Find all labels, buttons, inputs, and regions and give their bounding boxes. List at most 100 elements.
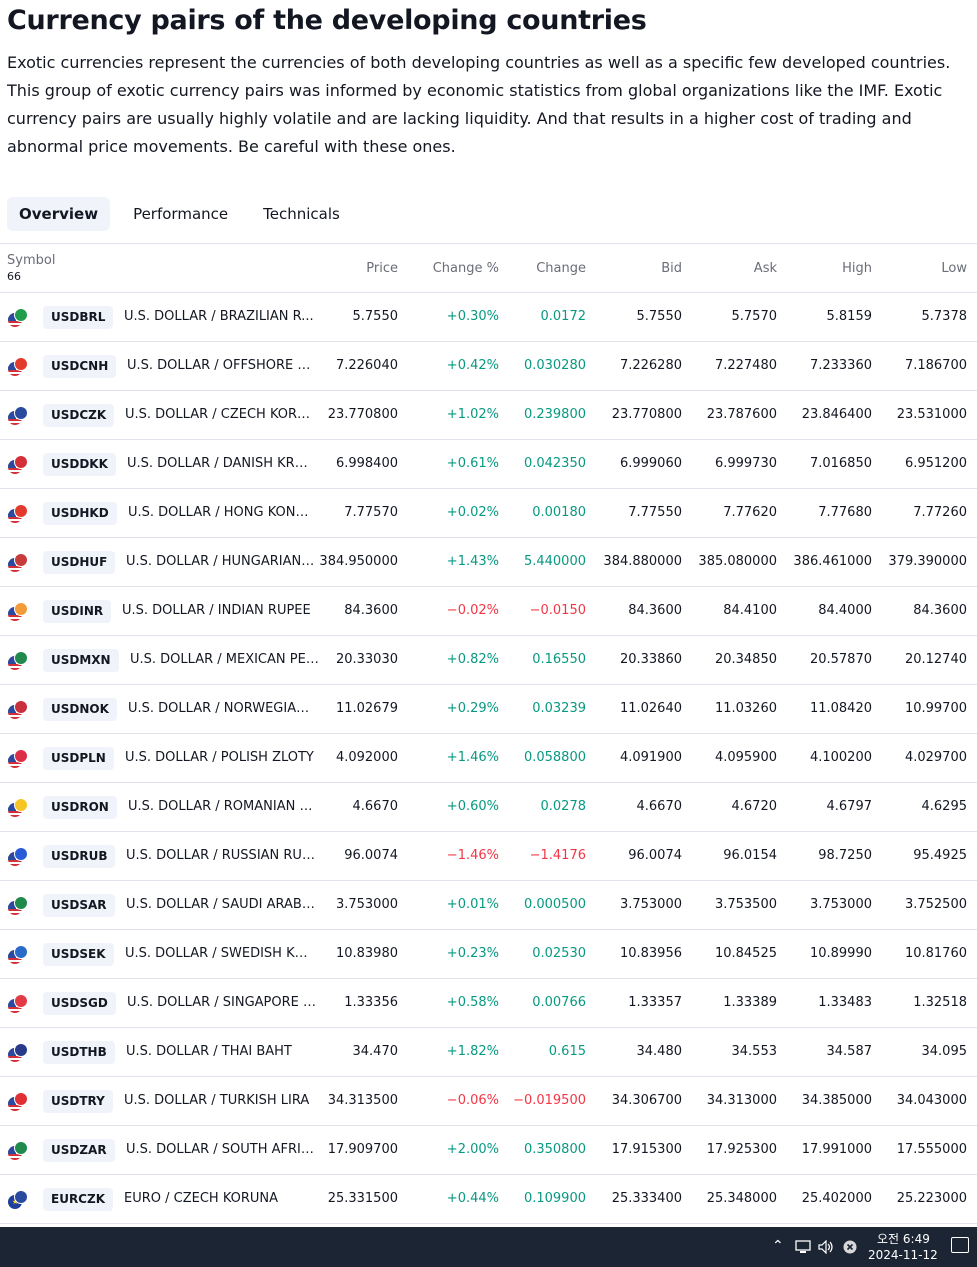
column-change-pct[interactable]: Change % [432,261,499,276]
symbol-ticker[interactable]: USDPLN [43,747,114,770]
cell-ask: 96.0154 [723,848,777,863]
cell-change-pct: +0.30% [446,309,499,324]
symbol-ticker[interactable]: USDRON [43,796,117,819]
cell-bid: 4.091900 [619,750,682,765]
table-row[interactable]: EURCZK EURO / CZECH KORUNA 25.331500 +0.44%… [0,1175,977,1224]
table-row[interactable]: USDTHB U.S. DOLLAR / THAI BAHT 34.470 +1.82… [0,1028,977,1077]
column-high[interactable]: High [842,261,872,276]
symbol-description[interactable]: U.S. DOLLAR / SOUTH AFRIC... [126,1142,316,1157]
symbol-ticker[interactable]: USDSGD [43,992,116,1015]
cell-high: 4.6797 [826,799,873,814]
cell-price: 4.6670 [352,799,399,814]
symbol-ticker[interactable]: USDZAR [43,1139,115,1162]
page-title: Currency pairs of the developing countri… [7,5,647,36]
close-circle-icon[interactable] [843,1240,857,1254]
symbol-ticker[interactable]: USDCNH [43,355,117,378]
symbol-ticker[interactable]: USDSEK [43,943,114,966]
currency-flag-icon [7,749,28,769]
table-row[interactable]: USDINR U.S. DOLLAR / INDIAN RUPEE 84.3600 −… [0,587,977,636]
column-ask[interactable]: Ask [753,261,777,276]
symbol-description[interactable]: U.S. DOLLAR / SINGAPORE D... [127,995,317,1010]
symbol-ticker[interactable]: EURCZK [43,1188,113,1211]
tab-technicals[interactable]: Technicals [263,205,340,223]
volume-icon[interactable] [818,1240,834,1254]
column-price[interactable]: Price [366,261,398,276]
cell-ask: 23.787600 [706,407,777,422]
cell-high: 1.33483 [818,995,872,1010]
cell-low: 379.390000 [888,554,967,569]
symbol-description[interactable]: U.S. DOLLAR / OFFSHORE C... [127,358,317,373]
table-row[interactable]: USDRON U.S. DOLLAR / ROMANIAN L... 4.6670 +… [0,783,977,832]
symbol-ticker[interactable]: USDBRL [43,306,114,329]
symbol-ticker[interactable]: USDRUB [43,845,116,868]
symbol-description[interactable]: U.S. DOLLAR / POLISH ZLOTY [125,750,314,765]
symbol-description[interactable]: U.S. DOLLAR / ROMANIAN L... [128,799,318,814]
tab-overview[interactable]: Overview [7,197,111,231]
symbol-description[interactable]: U.S. DOLLAR / HUNGARIAN ... [126,554,316,569]
symbol-description[interactable]: U.S. DOLLAR / HONG KONG ... [128,505,318,520]
tab-performance[interactable]: Performance [133,205,229,223]
symbol-ticker[interactable]: USDSAR [43,894,115,917]
symbol-description[interactable]: U.S. DOLLAR / NORWEGIAN ... [128,701,318,716]
cell-high: 7.77680 [818,505,872,520]
table-row[interactable]: USDSGD U.S. DOLLAR / SINGAPORE D... 1.3335… [0,979,977,1028]
symbol-description[interactable]: U.S. DOLLAR / TURKISH LIRA [124,1093,310,1108]
table-row[interactable]: USDHKD U.S. DOLLAR / HONG KONG ... 7.77570… [0,489,977,538]
symbol-ticker[interactable]: USDMXN [43,649,119,672]
cell-low: 10.99700 [904,701,967,716]
table-row[interactable]: USDZAR U.S. DOLLAR / SOUTH AFRIC... 17.909… [0,1126,977,1175]
symbol-ticker[interactable]: USDHKD [43,502,117,525]
table-header: Symbol 66 Price Change % Change Bid Ask … [0,244,977,293]
symbol-description[interactable]: U.S. DOLLAR / BRAZILIAN R... [124,309,314,324]
symbol-ticker[interactable]: USDDKK [43,453,116,476]
table-row[interactable]: USDCNH U.S. DOLLAR / OFFSHORE C... 7.22604… [0,342,977,391]
column-symbol[interactable]: Symbol [7,253,56,268]
cell-change-pct: −1.46% [446,848,499,863]
cell-bid: 10.83956 [619,946,682,961]
table-row[interactable]: USDBRL U.S. DOLLAR / BRAZILIAN R... 5.7550… [0,293,977,342]
table-row[interactable]: USDNOK U.S. DOLLAR / NORWEGIAN ... 11.0267… [0,685,977,734]
cell-high: 5.8159 [826,309,873,324]
cell-price: 3.753000 [335,897,398,912]
currency-flag-icon [7,994,28,1014]
cell-bid: 11.02640 [619,701,682,716]
symbol-description[interactable]: U.S. DOLLAR / SAUDI ARABI... [126,897,316,912]
table-row[interactable]: USDCZK U.S. DOLLAR / CZECH KORU... 23.7708… [0,391,977,440]
symbol-description[interactable]: U.S. DOLLAR / MEXICAN PESO [130,652,320,667]
symbol-ticker[interactable]: USDINR [43,600,112,623]
symbol-description[interactable]: EURO / CZECH KORUNA [124,1191,279,1206]
symbol-ticker[interactable]: USDCZK [43,404,115,427]
cell-change-pct: −0.06% [446,1093,499,1108]
cell-change-pct: −0.02% [446,603,499,618]
symbol-description[interactable]: U.S. DOLLAR / THAI BAHT [126,1044,292,1059]
clock-time[interactable]: 오전 6:49 [877,1232,930,1246]
column-bid[interactable]: Bid [661,261,682,276]
column-change[interactable]: Change [536,261,586,276]
table-row[interactable]: USDDKK U.S. DOLLAR / DANISH KRONE 6.998400… [0,440,977,489]
symbol-description[interactable]: U.S. DOLLAR / INDIAN RUPEE [122,603,311,618]
cell-price: 23.770800 [327,407,398,422]
table-row[interactable]: USDPLN U.S. DOLLAR / POLISH ZLOTY 4.092000… [0,734,977,783]
currency-flag-icon [7,357,28,377]
symbol-ticker[interactable]: USDHUF [43,551,116,574]
clock-date[interactable]: 2024-11-12 [868,1248,938,1262]
symbol-description[interactable]: U.S. DOLLAR / CZECH KORU... [125,407,315,422]
network-icon[interactable] [795,1240,811,1254]
table-row[interactable]: USDMXN U.S. DOLLAR / MEXICAN PESO 20.33030… [0,636,977,685]
symbol-description[interactable]: U.S. DOLLAR / DANISH KRONE [127,456,317,471]
symbol-ticker[interactable]: USDNOK [43,698,117,721]
table-row[interactable]: USDSAR U.S. DOLLAR / SAUDI ARABI... 3.7530… [0,881,977,930]
table-row[interactable]: USDTRY U.S. DOLLAR / TURKISH LIRA 34.31350… [0,1077,977,1126]
symbol-description[interactable]: U.S. DOLLAR / RUSSIAN RUB... [126,848,316,863]
table-row[interactable]: USDHUF U.S. DOLLAR / HUNGARIAN ... 384.950… [0,538,977,587]
symbol-ticker[interactable]: USDTRY [43,1090,113,1113]
symbol-ticker[interactable]: USDTHB [43,1041,115,1064]
cell-change-pct: +1.02% [446,407,499,422]
column-low[interactable]: Low [941,261,967,276]
symbol-description[interactable]: U.S. DOLLAR / SWEDISH KRO... [125,946,315,961]
chevron-up-icon[interactable]: ⌃ [772,1238,784,1254]
table-row[interactable]: USDRUB U.S. DOLLAR / RUSSIAN RUB... 96.007… [0,832,977,881]
notification-icon[interactable] [951,1237,969,1253]
table-row[interactable]: USDSEK U.S. DOLLAR / SWEDISH KRO... 10.839… [0,930,977,979]
cell-ask: 17.925300 [706,1142,777,1157]
